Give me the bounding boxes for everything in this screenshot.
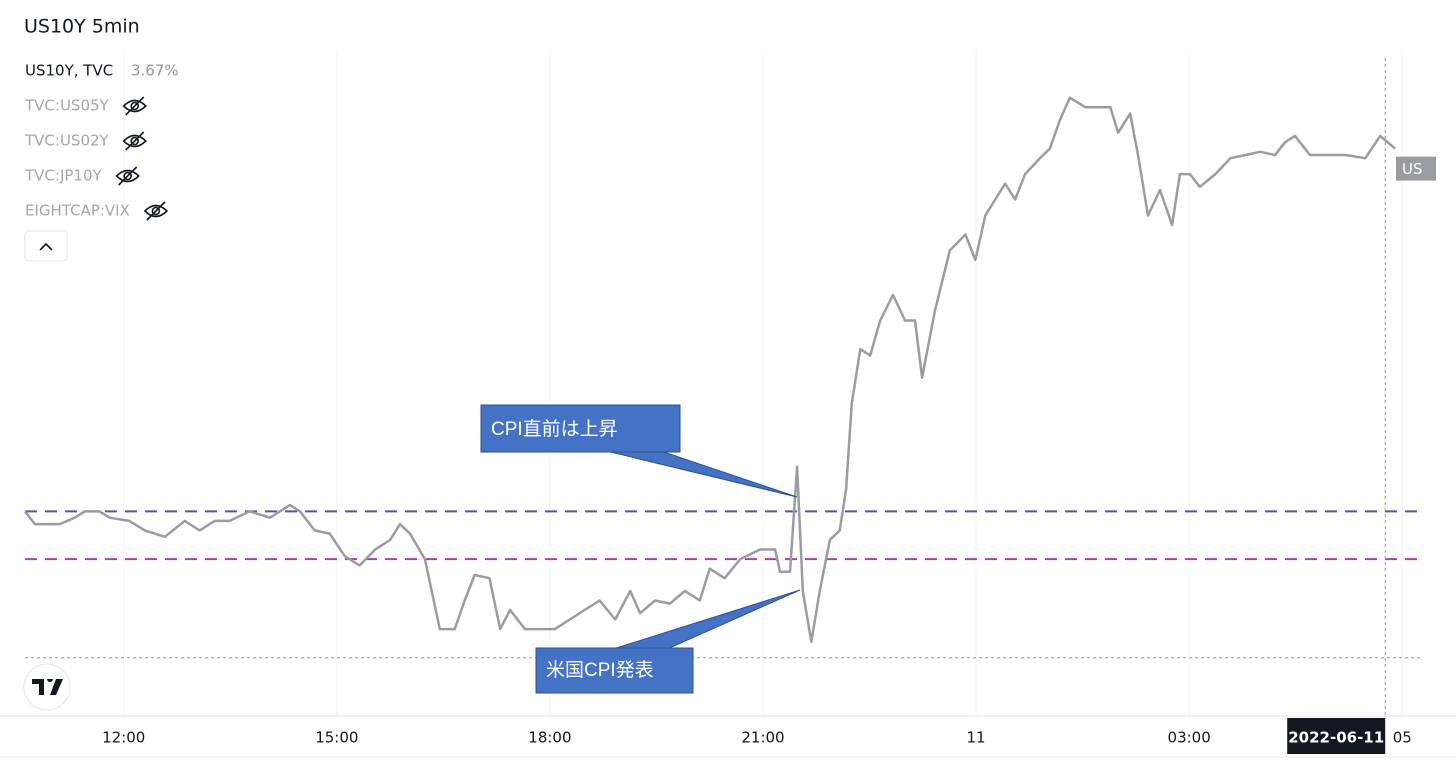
crosshair-label-text: 2022-06-11 (1288, 729, 1384, 747)
annotation-text: 米国CPI発表 (546, 659, 654, 681)
annotation-text: CPI直前は上昇 (491, 418, 618, 440)
x-tick-label: 15:00 (315, 729, 358, 747)
callout-pointer (609, 589, 801, 651)
price-tag: US (1396, 156, 1436, 181)
eye-pupil (151, 206, 161, 216)
hidden-eye-icon[interactable] (143, 201, 169, 221)
eye-pupil (123, 171, 132, 181)
x-tick-label: 05 (1393, 729, 1412, 747)
x-tick-label: 21:00 (741, 729, 784, 747)
logo (23, 663, 71, 711)
hidden-eye-icon[interactable] (122, 131, 147, 151)
x-tick-label: 11 (967, 729, 986, 747)
callout-pointer (597, 448, 798, 498)
hidden-eye-icon[interactable] (122, 96, 147, 116)
legend-hidden-series: EIGHTCAP:VIX (25, 202, 130, 220)
plot-area: 12:00 15:00 18:00 21:00 11 03:00 05 US (0, 50, 1456, 758)
callout-box (535, 647, 694, 694)
eye-slash (146, 201, 166, 221)
legend: US10Y, TVC 3.67% (25, 62, 179, 80)
hidden-eye-icon[interactable] (115, 166, 140, 186)
price-tag-text: US (1402, 160, 1423, 178)
crosshair-label-box (1287, 718, 1386, 754)
legend-hidden-series: TVC:US05Y (24, 97, 110, 115)
logo-icon (32, 679, 63, 695)
x-tick-label: 12:00 (102, 729, 145, 747)
chart-title: US10Y 5min (24, 16, 140, 38)
callout-box (480, 404, 681, 453)
price-tag-box (1396, 156, 1436, 181)
logo-badge (23, 663, 71, 711)
eye-pupil (130, 136, 140, 146)
x-tick-label: 03:00 (1168, 729, 1211, 747)
eye-slash (125, 131, 145, 151)
eye-slash (125, 96, 145, 116)
collapse-button[interactable] (24, 230, 68, 262)
legend-value: 3.67% (131, 62, 179, 80)
crosshair-label: 2022-06-11 (1287, 718, 1386, 754)
price-line (24, 96, 1396, 644)
eye-slash (118, 166, 138, 186)
callout-2: 米国CPI発表 (535, 589, 801, 694)
eye-pupil (130, 101, 140, 111)
x-tick-label: 18:00 (528, 729, 571, 747)
callout-1: CPI直前は上昇 (480, 404, 798, 498)
legend-hidden-series: TVC:US02Y (24, 132, 110, 150)
chevron-icon[interactable] (39, 242, 53, 251)
button-frame[interactable] (24, 230, 68, 262)
legend-series: US10Y, TVC (25, 62, 113, 80)
legend-hidden-series: TVC:JP10Y (24, 167, 103, 185)
